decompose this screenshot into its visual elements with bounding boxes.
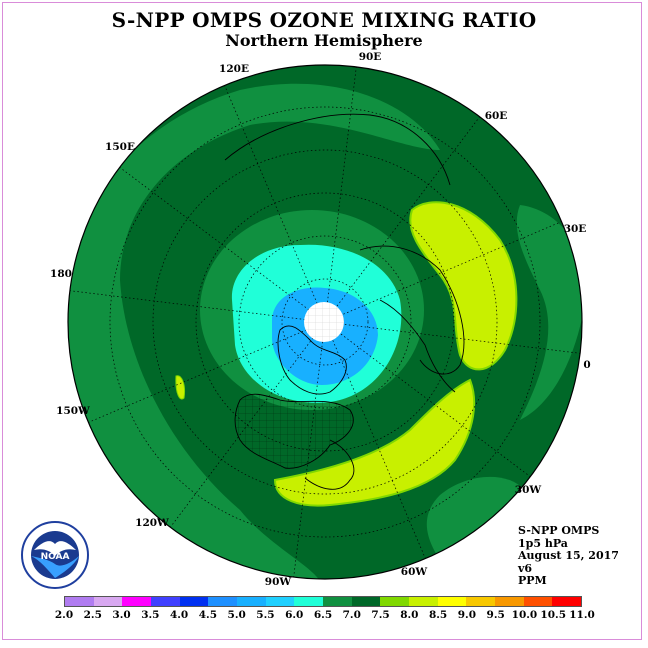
image-frame bbox=[2, 2, 642, 640]
color-swatch bbox=[523, 597, 553, 606]
color-swatch bbox=[323, 597, 352, 606]
scale-tick-label: 6.5 bbox=[313, 609, 333, 621]
longitude-label: 150W bbox=[56, 405, 90, 417]
scale-tick-label: 10.5 bbox=[540, 609, 567, 621]
map-boundary bbox=[67, 64, 583, 580]
color-swatch bbox=[65, 597, 94, 606]
info-units: PPM bbox=[518, 574, 547, 587]
longitude-label: 150E bbox=[105, 141, 135, 153]
color-swatch bbox=[294, 597, 324, 606]
color-swatch bbox=[466, 597, 496, 606]
scale-tick-label: 8.0 bbox=[400, 609, 419, 621]
longitude-label: 120E bbox=[219, 63, 249, 75]
scale-tick-label: 7.0 bbox=[342, 609, 361, 621]
color-swatch bbox=[237, 597, 266, 606]
scale-tick-label: 4.0 bbox=[169, 609, 189, 621]
color-swatch bbox=[208, 597, 238, 606]
longitude-label: 120W bbox=[135, 517, 169, 529]
contour-6-5-outer bbox=[68, 83, 440, 579]
scale-tick-label: 9.0 bbox=[457, 609, 477, 621]
scale-tick-label: 8.5 bbox=[428, 609, 448, 621]
us-state-grid bbox=[235, 394, 354, 469]
color-swatch bbox=[122, 597, 152, 606]
color-swatch bbox=[380, 597, 410, 606]
noaa-logo-text: NOAA bbox=[41, 552, 70, 562]
scale-tick-label: 5.0 bbox=[227, 609, 246, 621]
scale-tick-label: 4.5 bbox=[198, 609, 218, 621]
longitude-label: 0 bbox=[583, 359, 590, 371]
color-swatch bbox=[552, 597, 582, 606]
contour-8-0-lower bbox=[273, 378, 476, 507]
longitude-label: 90W bbox=[265, 576, 292, 588]
color-swatch bbox=[495, 597, 524, 606]
info-level: 1p5 hPa bbox=[518, 536, 568, 550]
info-block: S-NPP OMPS 1p5 hPa August 15, 2017 v6 PP… bbox=[518, 524, 619, 588]
scale-tick-label: 3.0 bbox=[112, 609, 131, 621]
scale-tick-label: 2.0 bbox=[54, 609, 74, 621]
scale-tick-label: 7.5 bbox=[371, 609, 390, 621]
scale-tick-label: 11.0 bbox=[569, 609, 595, 621]
color-swatch bbox=[437, 597, 467, 606]
color-swatch bbox=[351, 597, 381, 606]
longitude-label: 90E bbox=[359, 51, 382, 63]
longitude-label: 60W bbox=[401, 566, 428, 578]
longitude-label: 30E bbox=[564, 223, 587, 235]
color-swatch bbox=[265, 597, 295, 606]
map-title: S-NPP OMPS OZONE MIXING RATIO bbox=[111, 8, 537, 32]
scale-tick-label: 6.0 bbox=[285, 609, 304, 621]
contour-8-0-small bbox=[175, 375, 185, 400]
info-version: v6 bbox=[518, 561, 533, 575]
contour-8-0-upper bbox=[409, 201, 518, 371]
info-instrument: S-NPP OMPS bbox=[518, 524, 600, 537]
longitude-label: 30W bbox=[515, 484, 542, 496]
scale-tick-label: 10.0 bbox=[511, 609, 538, 621]
color-swatch bbox=[409, 597, 438, 606]
scale-tick-label: 3.5 bbox=[141, 609, 160, 621]
longitude-label: 180 bbox=[50, 268, 72, 280]
color-swatch bbox=[151, 597, 180, 606]
contour-6-5-right bbox=[516, 205, 582, 420]
color-swatch bbox=[179, 597, 209, 606]
scale-tick-label: 9.5 bbox=[486, 609, 505, 621]
scale-tick-label: 5.5 bbox=[256, 609, 275, 621]
longitude-label: 60E bbox=[485, 110, 508, 122]
color-swatch bbox=[93, 597, 123, 606]
latitude-circles bbox=[109, 106, 541, 538]
color-scale-bar bbox=[64, 596, 582, 607]
scale-tick-label: 2.5 bbox=[83, 609, 102, 621]
map-subtitle: Northern Hemisphere bbox=[225, 31, 423, 50]
info-date: August 15, 2017 bbox=[518, 549, 619, 562]
noaa-logo: NOAA bbox=[20, 520, 90, 590]
